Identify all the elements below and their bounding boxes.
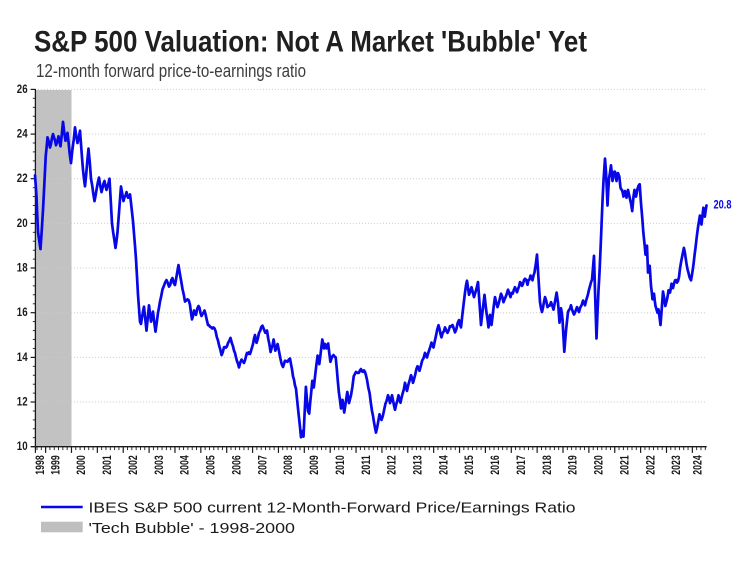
svg-text:18: 18: [17, 261, 28, 275]
svg-text:2006: 2006: [229, 455, 243, 475]
svg-text:2015: 2015: [462, 455, 476, 475]
svg-text:2012: 2012: [385, 455, 399, 475]
svg-text:2020: 2020: [592, 455, 606, 475]
svg-text:20.8: 20.8: [714, 198, 732, 212]
svg-text:2010: 2010: [333, 455, 347, 475]
svg-text:16: 16: [17, 305, 28, 319]
svg-text:2022: 2022: [643, 455, 657, 475]
svg-text:2001: 2001: [100, 455, 114, 475]
svg-text:2016: 2016: [488, 455, 502, 475]
svg-text:1999: 1999: [48, 455, 62, 475]
svg-text:1998: 1998: [33, 455, 47, 475]
svg-text:2024: 2024: [690, 455, 704, 475]
svg-text:24: 24: [17, 127, 28, 141]
svg-text:2018: 2018: [540, 455, 554, 475]
svg-text:2005: 2005: [204, 455, 218, 475]
svg-text:2003: 2003: [152, 455, 166, 475]
svg-text:2021: 2021: [618, 455, 632, 475]
svg-text:2002: 2002: [126, 455, 140, 475]
svg-text:IBES S&P 500 current 12-Month-: IBES S&P 500 current 12-Month-Forward Pr…: [89, 501, 576, 517]
svg-text:2023: 2023: [669, 455, 683, 475]
svg-text:20: 20: [17, 216, 28, 230]
svg-text:22: 22: [17, 171, 28, 185]
svg-text:12: 12: [17, 395, 28, 409]
svg-text:2013: 2013: [411, 455, 425, 475]
svg-text:2011: 2011: [359, 455, 373, 475]
svg-text:'Tech Bubble' - 1998-2000: 'Tech Bubble' - 1998-2000: [89, 521, 296, 537]
svg-text:2014: 2014: [436, 455, 450, 475]
svg-text:12-month forward price-to-earn: 12-month forward price-to-earnings ratio: [36, 60, 306, 81]
svg-text:2017: 2017: [514, 455, 528, 475]
svg-text:14: 14: [17, 350, 28, 364]
svg-text:2019: 2019: [566, 455, 580, 475]
svg-text:2009: 2009: [307, 455, 321, 475]
svg-text:2008: 2008: [281, 455, 295, 475]
svg-text:2004: 2004: [178, 455, 192, 475]
svg-text:2000: 2000: [74, 455, 88, 475]
svg-text:26: 26: [17, 82, 28, 96]
svg-text:10: 10: [17, 439, 28, 453]
svg-text:S&P 500 Valuation: Not A Marke: S&P 500 Valuation: Not A Market 'Bubble'…: [34, 26, 587, 59]
svg-text:2007: 2007: [255, 455, 269, 475]
